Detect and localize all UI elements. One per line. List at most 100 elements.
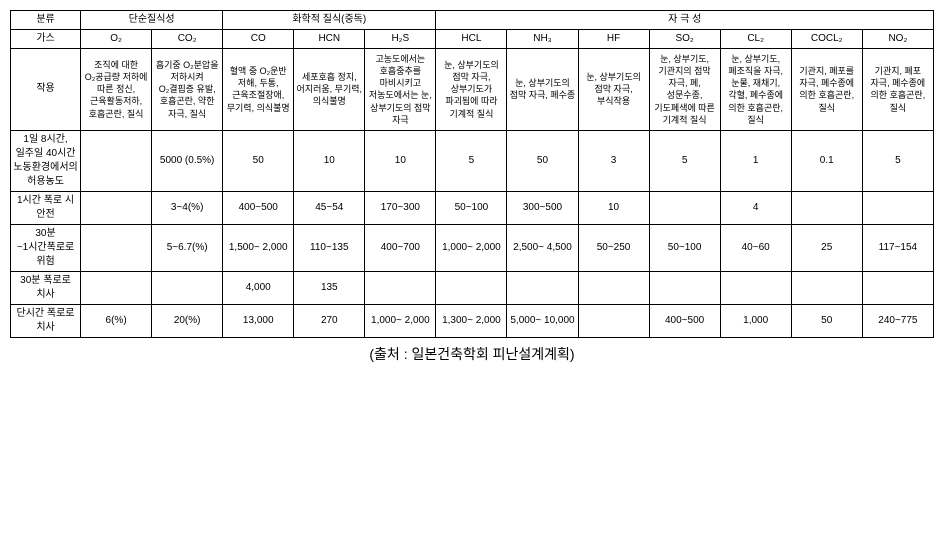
cell: 세포호흡 정지, 어지러움, 무기력, 의식불명 <box>294 49 365 131</box>
cell: 눈, 상부기도의 점막 자극, 부식작용 <box>578 49 649 131</box>
row-30m-lethal: 30분 폭로로 치사 4,000 135 <box>11 271 934 304</box>
cell: 170~300 <box>365 191 436 224</box>
cell: 400~500 <box>223 191 294 224</box>
cell: 45~54 <box>294 191 365 224</box>
cell <box>152 271 223 304</box>
th-chemical-asphyx: 화학적 질식(중독) <box>223 11 436 30</box>
row-30m-lethal-label: 30분 폭로로 치사 <box>11 271 81 304</box>
cell: 240~775 <box>862 304 933 337</box>
gas-hcl: HCL <box>436 30 507 49</box>
cell: 눈, 상부기도, 기관지의 점막 자극, 폐, 성문수종, 기도폐색에 따른 기… <box>649 49 720 131</box>
cell: 조직에 대한 O₂공급량 저하에 따른 정신, 근육활동저하, 호흡곤란, 질식 <box>81 49 152 131</box>
cell: 400~500 <box>649 304 720 337</box>
cell: 0.1 <box>791 130 862 191</box>
cell: 40~60 <box>720 224 791 271</box>
gas-cocl2: COCL₂ <box>791 30 862 49</box>
gas-cl2: CL₂ <box>720 30 791 49</box>
cell: 고농도에서는 호흡중추를 마비시키고 저농도에서는 눈, 상부기도의 점막 자극 <box>365 49 436 131</box>
cell: 10 <box>578 191 649 224</box>
cell <box>862 271 933 304</box>
gas-co: CO <box>223 30 294 49</box>
cell: 1 <box>720 130 791 191</box>
cell: 117~154 <box>862 224 933 271</box>
cell: 25 <box>791 224 862 271</box>
cell <box>649 191 720 224</box>
gas-hcn: HCN <box>294 30 365 49</box>
cell: 눈, 상부기도의 점막 자극, 상부기도가 파괴됨에 따라 기계적 질식 <box>436 49 507 131</box>
cell <box>81 224 152 271</box>
cell: 10 <box>294 130 365 191</box>
cell: 기관지, 폐포를 자극, 폐수종에 의한 호흡곤란, 질식 <box>791 49 862 131</box>
cell <box>578 304 649 337</box>
cell: 400~700 <box>365 224 436 271</box>
gas-so2: SO₂ <box>649 30 720 49</box>
gas-hf: HF <box>578 30 649 49</box>
row-30m-1h-danger-label: 30분~1시간폭로로 위험 <box>11 224 81 271</box>
cell: 110~135 <box>294 224 365 271</box>
cell: 5000 (0.5%) <box>152 130 223 191</box>
cell <box>791 191 862 224</box>
cell: 기관지, 폐포 자극, 폐수종에 의한 호흡곤란, 질식 <box>862 49 933 131</box>
cell: 5 <box>649 130 720 191</box>
cell: 5 <box>436 130 507 191</box>
gas-header-row: 가스 O₂ CO₂ CO HCN H₂S HCL NH₃ HF SO₂ CL₂ … <box>11 30 934 49</box>
cell: 5~6.7(%) <box>152 224 223 271</box>
cell: 6(%) <box>81 304 152 337</box>
row-1h-safe: 1시간 폭로 시 안전 3~4(%) 400~500 45~54 170~300… <box>11 191 934 224</box>
cell <box>507 271 578 304</box>
cell: 50 <box>223 130 294 191</box>
row-30m-1h-danger: 30분~1시간폭로로 위험 5~6.7(%) 1,500~ 2,000 110~… <box>11 224 934 271</box>
cell: 50~100 <box>649 224 720 271</box>
row-twa: 1일 8시간, 일주일 40시간 노동환경에서의 허용농도 5000 (0.5%… <box>11 130 934 191</box>
gas-o2: O₂ <box>81 30 152 49</box>
cell: 10 <box>365 130 436 191</box>
cell: 50~250 <box>578 224 649 271</box>
row-1h-safe-label: 1시간 폭로 시 안전 <box>11 191 81 224</box>
cell: 1,000 <box>720 304 791 337</box>
cell: 4 <box>720 191 791 224</box>
cell: 13,000 <box>223 304 294 337</box>
cell: 135 <box>294 271 365 304</box>
gas-toxicity-table: 분류 단순질식성 화학적 질식(중독) 자 극 성 가스 O₂ CO₂ CO H… <box>10 10 934 338</box>
cell: 50~100 <box>436 191 507 224</box>
cell <box>365 271 436 304</box>
row-short-lethal-label: 단시간 폭로로 치사 <box>11 304 81 337</box>
cell: 20(%) <box>152 304 223 337</box>
cell: 5,000~ 10,000 <box>507 304 578 337</box>
cell: 300~500 <box>507 191 578 224</box>
gas-h2s: H₂S <box>365 30 436 49</box>
cell: 3 <box>578 130 649 191</box>
cell <box>649 271 720 304</box>
cell: 1,000~ 2,000 <box>436 224 507 271</box>
cell: 3~4(%) <box>152 191 223 224</box>
cell: 270 <box>294 304 365 337</box>
cell: 5 <box>862 130 933 191</box>
cell <box>81 130 152 191</box>
th-irritant: 자 극 성 <box>436 11 934 30</box>
gas-no2: NO₂ <box>862 30 933 49</box>
cell <box>436 271 507 304</box>
row-short-lethal: 단시간 폭로로 치사 6(%) 20(%) 13,000 270 1,000~ … <box>11 304 934 337</box>
cell <box>81 191 152 224</box>
cell: 2,500~ 4,500 <box>507 224 578 271</box>
cell <box>578 271 649 304</box>
group-header-row: 분류 단순질식성 화학적 질식(중독) 자 극 성 <box>11 11 934 30</box>
cell <box>791 271 862 304</box>
th-classification: 분류 <box>11 11 81 30</box>
cell: 흡기중 O₂분압을 저하시켜 O₂결핍증 유발, 호흡곤란, 약한 자극, 질식 <box>152 49 223 131</box>
cell: 혈액 중 O₂운반 저해, 두통, 근육조절장애, 무기력, 의식불명 <box>223 49 294 131</box>
row-effect: 작용 조직에 대한 O₂공급량 저하에 따른 정신, 근육활동저하, 호흡곤란,… <box>11 49 934 131</box>
table-caption: (출처 : 일본건축학회 피난설계계획) <box>10 344 934 364</box>
cell: 눈, 상부기도의 점막 자극, 폐수종 <box>507 49 578 131</box>
cell: 50 <box>791 304 862 337</box>
th-simple-asphyx: 단순질식성 <box>81 11 223 30</box>
cell: 눈, 상부기도, 폐조직을 자극, 눈물, 재채기, 각혈, 폐수종에 의한 호… <box>720 49 791 131</box>
gas-nh3: NH₃ <box>507 30 578 49</box>
row-twa-label: 1일 8시간, 일주일 40시간 노동환경에서의 허용농도 <box>11 130 81 191</box>
cell <box>862 191 933 224</box>
cell: 1,500~ 2,000 <box>223 224 294 271</box>
gas-co2: CO₂ <box>152 30 223 49</box>
cell <box>81 271 152 304</box>
cell: 4,000 <box>223 271 294 304</box>
cell: 1,000~ 2,000 <box>365 304 436 337</box>
